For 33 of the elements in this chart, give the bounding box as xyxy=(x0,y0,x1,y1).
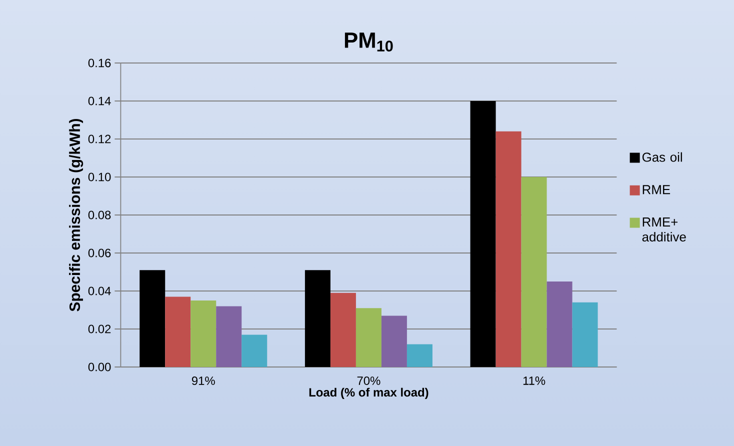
y-tick-label: 0.06 xyxy=(88,248,111,258)
x-tick-label: 11% xyxy=(523,376,546,385)
bar xyxy=(356,308,382,367)
bar xyxy=(216,306,242,367)
legend-label: RME+ additive xyxy=(642,218,686,242)
bar xyxy=(521,176,547,367)
bar xyxy=(190,300,216,367)
bar xyxy=(304,270,330,367)
bar xyxy=(165,296,191,367)
x-axis-title: Load (% of max load) xyxy=(309,388,428,399)
y-tick-label: 0.00 xyxy=(88,362,111,372)
y-axis-title: Specific emissions (g/kWh) xyxy=(69,119,84,312)
y-tick-label: 0.12 xyxy=(88,134,111,144)
bar xyxy=(242,334,268,367)
y-tick-label: 0.02 xyxy=(88,324,111,334)
x-tick-label: 91% xyxy=(192,376,215,385)
bar xyxy=(406,344,432,367)
bar xyxy=(572,302,598,367)
y-tick-label: 0.08 xyxy=(88,210,111,220)
bar xyxy=(496,131,522,367)
legend-label: RME xyxy=(642,185,670,194)
y-tick-label: 0.16 xyxy=(88,58,111,68)
y-tick-label: 0.10 xyxy=(88,172,111,182)
chart-title: PM$_{10}$ xyxy=(344,32,393,52)
bar xyxy=(546,282,572,367)
legend-label: Gas oil xyxy=(642,152,682,162)
x-tick-label: 70% xyxy=(357,376,380,385)
bar xyxy=(140,270,166,367)
y-tick-label: 0.14 xyxy=(88,96,111,106)
y-tick-label: 0.04 xyxy=(88,286,111,296)
bar xyxy=(470,100,496,367)
bar xyxy=(330,292,356,367)
bar xyxy=(381,316,407,367)
